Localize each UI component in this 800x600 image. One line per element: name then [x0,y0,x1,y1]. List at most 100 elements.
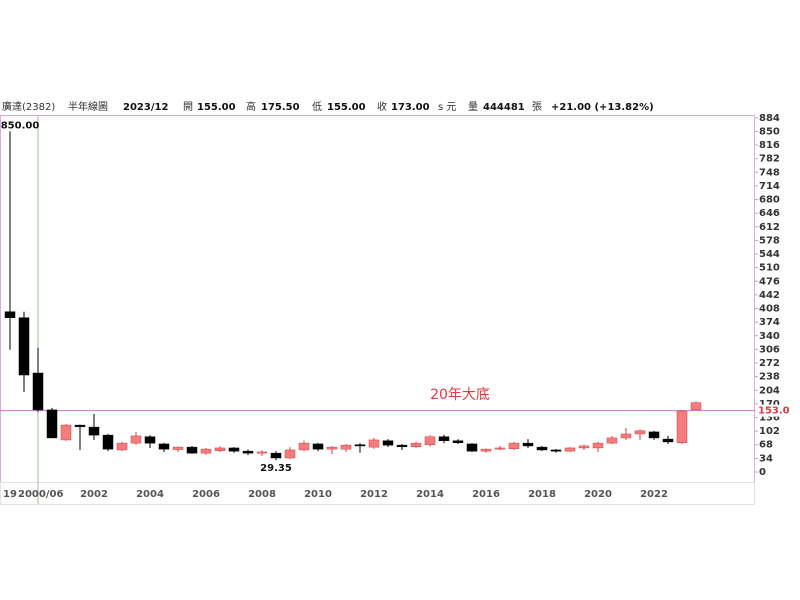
x-tick-label: 2000/06 [18,489,63,500]
candle-body [158,443,170,450]
candle-body [18,317,30,376]
candle-body [620,433,632,439]
x-axis-frame [0,482,755,505]
change: +21.00 (+13.82%) [551,102,654,113]
y-tick-label: 238 [759,372,780,383]
volume: 444481 [483,102,525,113]
candle-body [46,409,58,439]
header: 廣達(2382) 半年線圖 2023/12 開 155.00 高 175.50 … [2,100,654,113]
candle-body [186,446,198,454]
candle-body [298,442,310,451]
y-tick-label: 68 [759,440,773,451]
y-tick-label: 884 [759,113,780,124]
x-tick-label: 2016 [472,489,500,500]
low-label: 29.35 [260,463,292,474]
candle-body [564,447,576,452]
candle-body [592,442,604,449]
y-tick-label: 850 [759,126,780,137]
x-tick-label: 2012 [360,489,388,500]
low-label: 低 [312,100,322,113]
y-tick-label: 646 [759,208,780,219]
candle-body [494,447,506,450]
annotation: 20年大底 [430,387,490,403]
x-tick-label: 2014 [416,489,444,500]
candle-body [410,442,422,447]
candle-body [662,438,674,443]
x-tick-label: 2004 [136,489,164,500]
candle-body [522,442,534,447]
volume-label: 量 [468,101,478,113]
candle-body [270,452,282,459]
x-tick-label: 2008 [248,489,276,500]
y-tick-label: 0 [759,467,766,478]
reference-label: 153.0 [758,406,790,417]
candle-body [368,439,380,448]
close-unit: s 元 [438,102,456,113]
candle-body [102,434,114,450]
candle-body [312,443,324,450]
x-tick-label: 2002 [80,489,108,500]
y-tick-label: 510 [759,263,780,274]
candle-body [326,446,338,450]
open: 155.00 [197,102,236,113]
y-tick-label: 612 [759,222,780,233]
candle-body [396,444,408,447]
reference-label-bg [756,404,800,417]
y-tick-label: 748 [759,167,780,178]
y-tick-label: 102 [759,426,780,437]
y-tick-label: 816 [759,140,780,151]
y-tick-label: 408 [759,304,780,315]
candle-body [424,436,436,445]
candle-body [634,430,646,435]
y-tick-label: 204 [759,385,780,396]
candle-body [340,444,352,450]
candle-body [144,436,156,444]
open-label: 開 [183,101,193,113]
x-tick-label: 2020 [584,489,612,500]
x-tick-label: 2006 [192,489,220,500]
candle-body [452,440,464,443]
high: 175.50 [261,102,300,113]
candle-body [508,442,520,449]
y-tick-label: 170 [759,399,780,410]
candle-body [676,410,688,443]
low: 155.00 [327,102,366,113]
stock-name: 廣達(2382) [2,100,55,113]
high-label: 850.00 [1,120,40,131]
y-tick-label: 578 [759,235,780,246]
x-tick-label: 2022 [640,489,668,500]
candle-body [4,311,16,318]
candle-body [438,436,450,441]
candle-body [256,451,268,454]
candle-body [536,446,548,451]
candle-body [690,402,702,411]
y-tick-label: 306 [759,344,780,355]
candle-body [32,372,44,411]
high-label: 高 [246,100,256,113]
x-tick-label: 2018 [528,489,556,500]
date: 2023/12 [123,102,168,113]
candle-body [606,437,618,444]
y-tick-label: 442 [759,290,780,301]
candle-body [214,447,226,451]
period: 半年線圖 [68,100,108,113]
y-tick-label: 714 [759,181,780,192]
close-label: 收 [377,100,387,113]
candle-body [74,424,86,427]
candle-body [228,447,240,452]
candle-body [480,448,492,452]
candle-body [88,426,100,436]
candle-body [382,440,394,446]
candle-body [130,435,142,444]
y-tick-label: 374 [759,317,780,328]
close: 173.00 [391,102,430,113]
x-tick-label: 19 [3,489,17,500]
y-tick-label: 544 [759,249,780,260]
y-tick-label: 680 [759,195,780,206]
candle-body [466,443,478,452]
candle-body [172,446,184,450]
candle-body [242,450,254,454]
y-tick-label: 340 [759,331,780,342]
plot-frame [0,115,755,483]
